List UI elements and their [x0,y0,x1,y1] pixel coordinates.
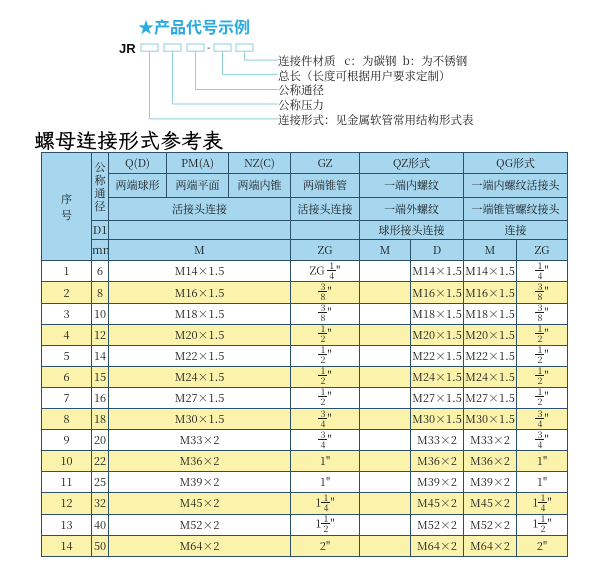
svg-text:-: - [207,43,210,54]
